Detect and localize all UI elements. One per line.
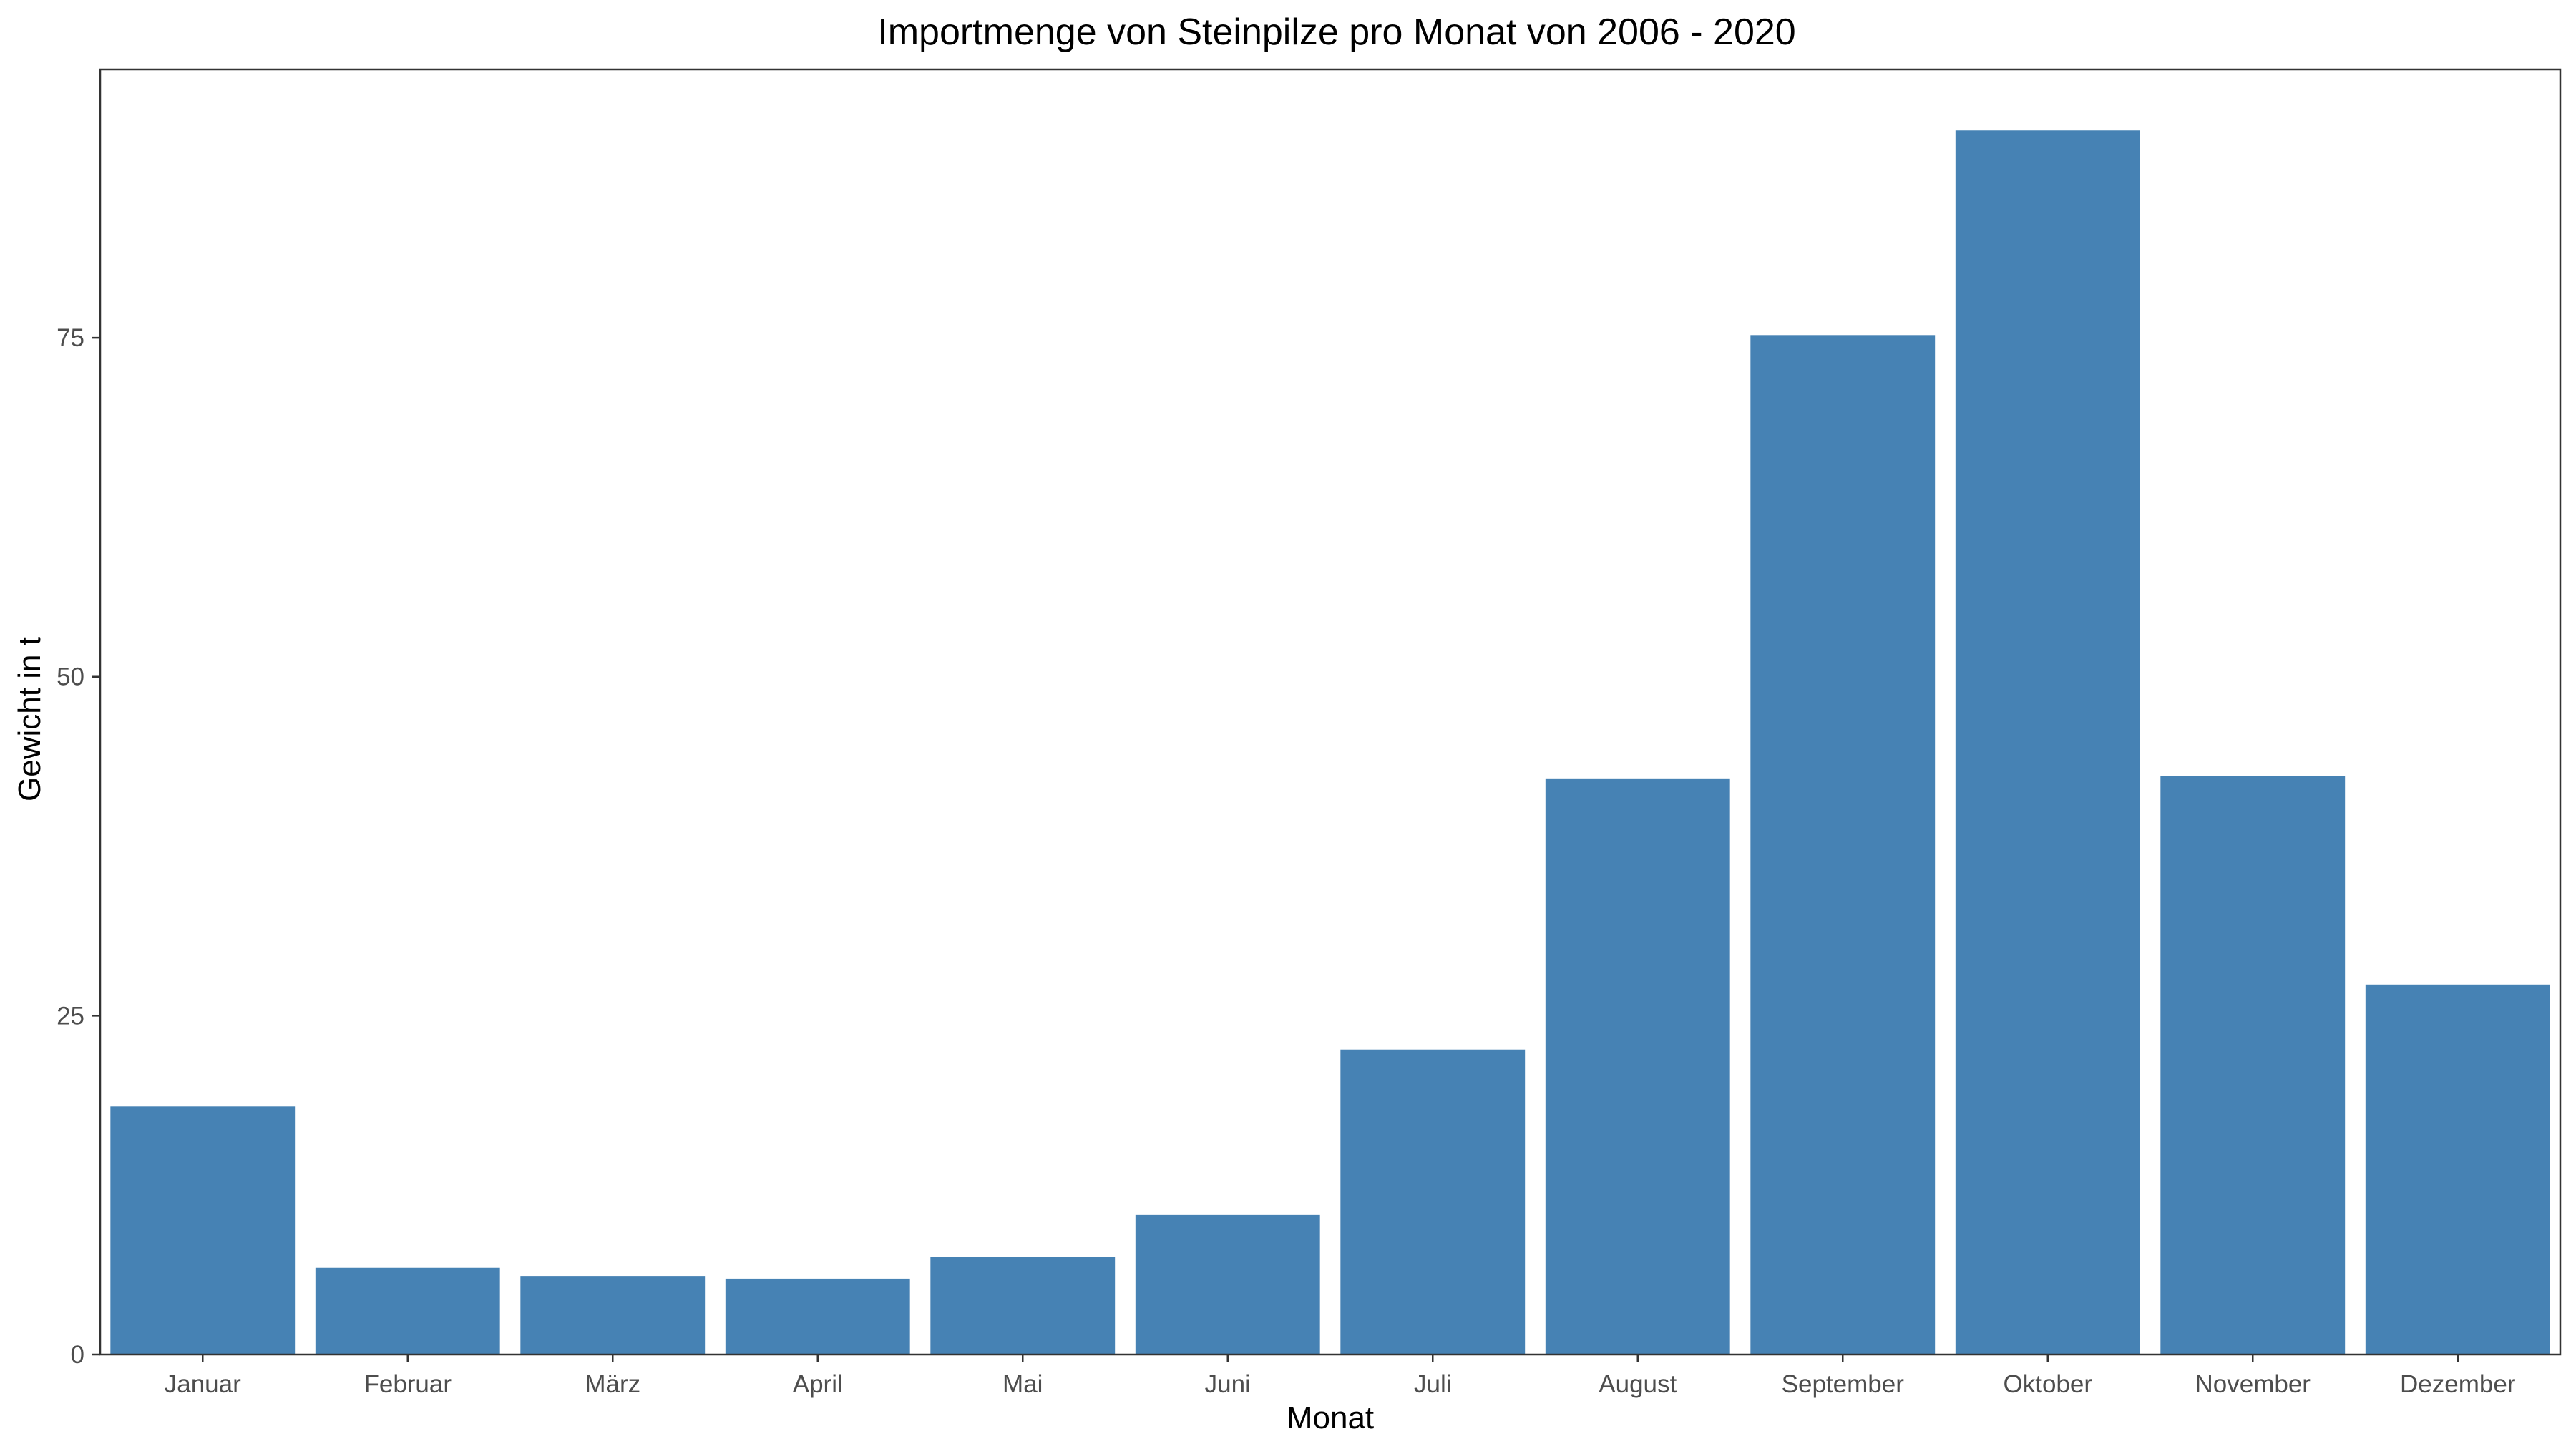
x-tick-label: Mai [1002,1370,1043,1398]
bar-september [1750,335,1936,1355]
x-tick-label: August [1599,1370,1677,1398]
x-tick-label: Dezember [2400,1370,2516,1398]
x-tick-label: November [2195,1370,2311,1398]
bar-februar [315,1267,500,1355]
bar-märz [520,1276,706,1355]
bar-januar [110,1106,296,1355]
bar-juli [1340,1049,1526,1355]
bar-dezember [2365,984,2550,1355]
y-tick-label: 0 [71,1341,84,1369]
plot-panel-border [99,68,2562,1356]
x-axis-title: Monat [1287,1400,1374,1435]
x-tick-label: Oktober [2004,1370,2093,1398]
bar-april [725,1278,910,1355]
y-tick-label: 75 [57,324,84,352]
x-tick-label: Juli [1414,1370,1452,1398]
x-tick-label: Juni [1205,1370,1251,1398]
x-tick-label: Februar [364,1370,452,1398]
x-tick-label: Januar [165,1370,241,1398]
x-axis: Januar Februar März April Mai Juni Juli August S… [165,1355,2516,1398]
bar-mai [930,1257,1116,1355]
y-tick-label: 50 [57,663,84,691]
bars-layer [110,130,2550,1355]
chart-title: Importmenge von Steinpilze pro Monat von… [877,11,1795,53]
x-tick-label: März [585,1370,640,1398]
x-tick-label: April [793,1370,843,1398]
y-axis-title: Gewicht in t [12,637,47,801]
bar-august [1545,778,1730,1355]
bar-juni [1135,1214,1320,1355]
bar-oktober [1955,130,2140,1355]
bar-november [2160,776,2346,1355]
y-tick-label: 25 [57,1002,84,1030]
x-tick-label: September [1782,1370,1905,1398]
y-axis: 0 25 50 75 [57,324,100,1369]
